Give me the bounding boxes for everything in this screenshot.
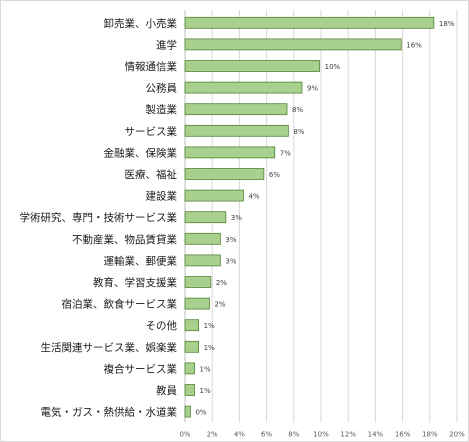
category-label: 複合サービス業 [104,362,178,375]
value-label: 10% [325,63,341,71]
x-tick-label: 18% [422,430,438,438]
bar [184,297,210,310]
category-label: 建設業 [146,190,178,203]
category-label: 教員 [156,384,177,397]
bar [184,405,191,418]
category-label: 生活関連サービス業、娯楽業 [41,341,178,354]
category-label: 電気・ガス・熱供給・水道業 [41,406,178,419]
value-label: 1% [200,387,211,395]
value-label: 16% [406,41,422,49]
bar [184,189,244,202]
category-label: 不動産業、物品賃貸業 [72,233,177,246]
category-label: 金融業、保険業 [104,146,178,159]
bar [184,81,303,94]
bar [184,16,435,29]
category-labels: 卸売業、小売業進学情報通信業公務員製造業サービス業金融業、保険業医療、福祉建設業… [20,17,178,419]
bar [184,254,221,267]
gridlines [184,10,458,423]
value-label: 1% [204,322,215,330]
x-tick-label: 8% [288,430,299,438]
x-tick-label: 0% [179,430,190,438]
category-label: 製造業 [146,103,178,116]
category-label: サービス業 [125,125,178,138]
x-tick-label: 14% [368,430,384,438]
category-label: 学術研究、専門・技術サービス業 [20,211,178,224]
value-label: 6% [269,171,280,179]
value-label: 9% [307,85,318,93]
category-label: 教育、学習支援業 [93,276,177,289]
bars [184,16,435,418]
category-label: 宿泊業、飲食サービス業 [62,298,178,311]
value-label: 4% [248,193,259,201]
value-label: 2% [214,301,225,309]
category-label: 運輸業、郵便業 [104,254,178,267]
category-label: 卸売業、小売業 [104,17,178,30]
category-label: 公務員 [146,82,178,95]
value-label: 3% [225,236,236,244]
x-tick-label: 2% [207,430,218,438]
bar [184,384,195,396]
value-label: 1% [204,344,215,352]
bar [184,340,199,353]
category-label: 医療、福祉 [125,168,178,181]
bar [184,124,289,137]
x-tick-label: 4% [234,430,245,438]
bar [184,60,321,72]
value-label: 8% [293,128,304,136]
value-label: 2% [216,279,227,287]
value-label: 3% [225,257,236,265]
x-tick-label: 20% [449,430,465,438]
bar [184,276,212,288]
value-label: 8% [292,106,303,114]
category-label: その他 [146,319,178,332]
value-labels: 18% 16% 10% 9% 8% 8% 7% 6% 4% 3% 3% 3% 2% 2% 1% 1% 1% 1% 0… [195,20,454,417]
x-tick-label: 16% [395,430,411,438]
bar [184,362,195,375]
value-label: 0% [195,409,206,417]
bar [184,103,288,116]
bar [184,168,265,180]
value-label: 1% [200,365,211,373]
bar [184,38,402,51]
x-axis-ticks: 0% 2% 4% 6% 8% 10% 12% 14% 16% 18% 20% [179,430,465,438]
value-label: 18% [439,20,455,28]
x-tick-label: 12% [340,430,356,438]
value-label: 3% [231,214,242,222]
x-tick-label: 6% [261,430,272,438]
category-label: 情報通信業 [125,60,178,73]
bar [184,146,276,159]
bar [184,211,227,224]
category-label: 進学 [156,38,177,51]
bar [184,319,199,332]
bar [184,232,221,245]
x-tick-label: 10% [313,430,329,438]
value-label: 7% [280,149,291,157]
